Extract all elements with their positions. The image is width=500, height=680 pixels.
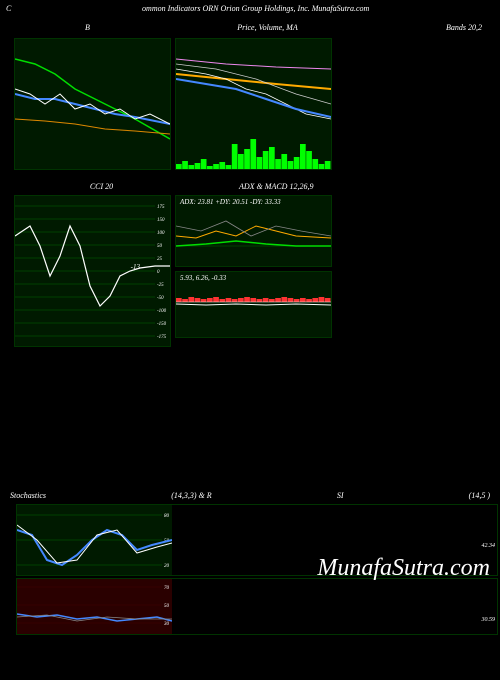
label-b: B (10, 23, 165, 32)
svg-text:-175: -175 (157, 335, 167, 340)
panel-macd: 5.93, 6.26, -0.33 (175, 271, 332, 338)
svg-text:20: 20 (164, 564, 170, 569)
svg-text:175: 175 (157, 205, 165, 210)
svg-text:50: 50 (164, 604, 170, 609)
stoch-value: 42.34 (482, 543, 496, 549)
cci-value: -13 (131, 263, 140, 271)
label-stoch-param: (14,3,3) & R (171, 491, 211, 500)
label-cci: CCI 20 (24, 182, 179, 191)
rsi-value: 30.59 (482, 617, 496, 623)
label-bands: Bands 20,2 (370, 23, 490, 32)
panel-rsi: 70 50 30 30.59 (16, 578, 498, 635)
svg-text:50: 50 (157, 244, 163, 249)
label-adx: ADX & MACD 12,26,9 (239, 182, 394, 191)
label-price: Price, Volume, MA (190, 23, 345, 32)
svg-text:-100: -100 (157, 309, 167, 314)
svg-text:25: 25 (157, 257, 163, 262)
header-left: C (0, 4, 11, 13)
panel-b (14, 38, 171, 170)
svg-text:-25: -25 (157, 283, 164, 288)
panel-adx-top: ADX: 23.81 +DY: 20.51 -DY: 33.33 (175, 195, 332, 267)
label-stoch: Stochastics (10, 491, 46, 500)
svg-text:80: 80 (164, 514, 170, 519)
svg-text:100: 100 (157, 231, 165, 236)
macd-text: 5.93, 6.26, -0.33 (180, 274, 226, 282)
svg-text:70: 70 (164, 586, 170, 591)
panel-price (175, 38, 332, 170)
header-center: ommon Indicators ORN Orion Group Holding… (142, 4, 369, 13)
label-si-param: (14,5 ) (469, 491, 490, 500)
panel-cci: 17515010050250-25-50-100-150-175 -13 (14, 195, 171, 347)
svg-text:-50: -50 (157, 296, 164, 301)
svg-text:30: 30 (164, 622, 170, 627)
label-si: SI (337, 491, 344, 500)
adx-text: ADX: 23.81 +DY: 20.51 -DY: 33.33 (180, 198, 281, 206)
svg-text:150: 150 (157, 218, 165, 223)
svg-text:-150: -150 (157, 322, 167, 327)
watermark: MunafaSutra.com (317, 555, 490, 582)
